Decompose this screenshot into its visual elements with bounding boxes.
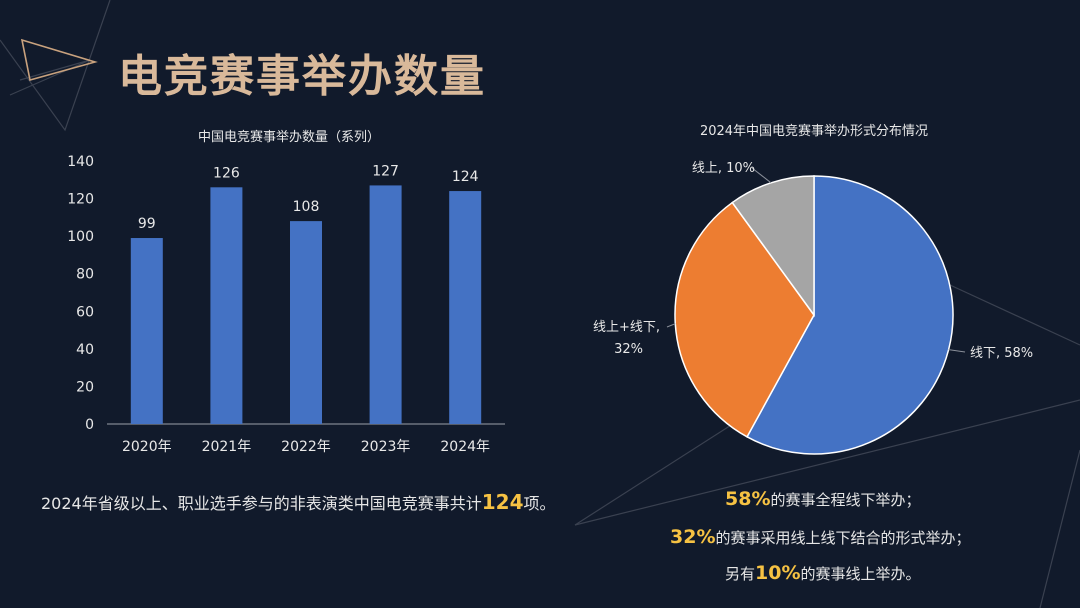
note-online-percent: 10% xyxy=(755,562,801,584)
summary-text: 2024年省级以上、职业选手参与的非表演类中国电竞赛事共计124项。 xyxy=(41,490,556,514)
pie-leader-line xyxy=(948,349,966,353)
x-tick-label: 2022年 xyxy=(281,439,331,455)
note-online: 另有10%的赛事线上举办。 xyxy=(725,562,921,584)
summary-suffix: 项。 xyxy=(523,494,556,513)
bar xyxy=(290,221,322,424)
y-tick-label: 140 xyxy=(67,154,94,170)
pie-slice-label-line: 32% xyxy=(614,342,643,357)
pie-slice-label: 线下, 58% xyxy=(970,346,1033,361)
y-tick-label: 80 xyxy=(76,267,94,283)
note-online-prefix: 另有 xyxy=(725,565,756,583)
note-offline-text: 的赛事全程线下举办； xyxy=(770,491,921,509)
note-offline-percent: 58% xyxy=(725,488,771,510)
note-hybrid-percent: 32% xyxy=(670,526,716,548)
x-tick-label: 2024年 xyxy=(440,439,490,455)
pie-slice xyxy=(731,175,815,318)
note-offline: 58%的赛事全程线下举办； xyxy=(725,488,921,510)
bar xyxy=(130,238,163,424)
x-tick-label: 2020年 xyxy=(122,439,172,455)
y-tick-label: 60 xyxy=(76,304,94,320)
page-title: 电竞赛事举办数量 xyxy=(118,51,486,102)
y-tick-label: 0 xyxy=(85,417,94,433)
bar xyxy=(449,191,482,424)
pie-slice xyxy=(674,201,815,438)
pie-slice-label-line: 线上+线下, xyxy=(593,320,660,335)
bar-chart-title: 中国电竞赛事举办数量（系列） xyxy=(198,129,380,145)
y-tick-label: 20 xyxy=(76,379,94,395)
bar-value-label: 99 xyxy=(138,216,156,232)
bar-value-label: 124 xyxy=(452,169,479,185)
pie-slice-label: 线上, 10% xyxy=(692,161,755,176)
note-hybrid: 32%的赛事采用线上线下结合的形式举办； xyxy=(670,526,971,548)
x-tick-label: 2021年 xyxy=(202,439,252,455)
bar-value-label: 126 xyxy=(213,165,240,181)
summary-number: 124 xyxy=(481,490,524,514)
bar-value-label: 127 xyxy=(372,163,399,179)
y-tick-label: 40 xyxy=(76,342,94,358)
pie-leader-line xyxy=(666,323,676,328)
note-hybrid-text: 的赛事采用线上线下结合的形式举办； xyxy=(715,529,971,547)
pie-leader-line xyxy=(751,167,772,184)
bar xyxy=(210,187,243,424)
bar xyxy=(369,185,402,424)
pie-slice-label: 线上+线下, 32% xyxy=(593,320,660,357)
bar-value-label: 108 xyxy=(293,199,320,215)
y-tick-label: 100 xyxy=(67,229,94,245)
note-online-text: 的赛事线上举办。 xyxy=(800,565,921,583)
pie-chart-title: 2024年中国电竞赛事举办形式分布情况 xyxy=(700,123,928,139)
summary-prefix: 2024年省级以上、职业选手参与的非表演类中国电竞赛事共计 xyxy=(41,494,482,513)
y-tick-label: 120 xyxy=(67,192,94,208)
x-tick-label: 2023年 xyxy=(361,439,411,455)
